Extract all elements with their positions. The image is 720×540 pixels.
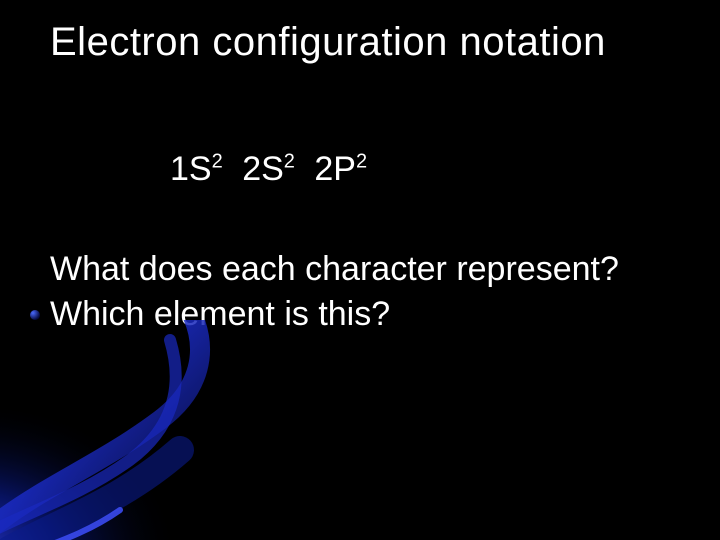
config-orbital: S [261, 150, 284, 188]
config-exp: 2 [212, 151, 223, 173]
question-characters: What does each character represent? [50, 250, 619, 289]
config-n: 1 [170, 150, 189, 188]
config-n: 2 [242, 150, 261, 188]
config-term: 1S2 [170, 150, 223, 188]
config-exp: 2 [284, 151, 295, 173]
slide: Electron configuration notation 1S2 2S2 … [0, 0, 720, 540]
config-exp: 2 [356, 151, 367, 173]
corner-swirl-graphic [0, 320, 220, 540]
slide-title: Electron configuration notation [50, 20, 680, 65]
electron-config-line: 1S2 2S2 2P2 [170, 150, 377, 189]
config-orbital: S [189, 150, 212, 188]
config-term: 2P2 [314, 150, 367, 188]
config-term: 2S2 [242, 150, 295, 188]
config-n: 2 [314, 150, 333, 188]
bullet-icon [30, 310, 40, 320]
question-element: Which element is this? [50, 295, 390, 334]
config-orbital: P [333, 150, 356, 188]
question-element-row: Which element is this? [30, 295, 390, 334]
